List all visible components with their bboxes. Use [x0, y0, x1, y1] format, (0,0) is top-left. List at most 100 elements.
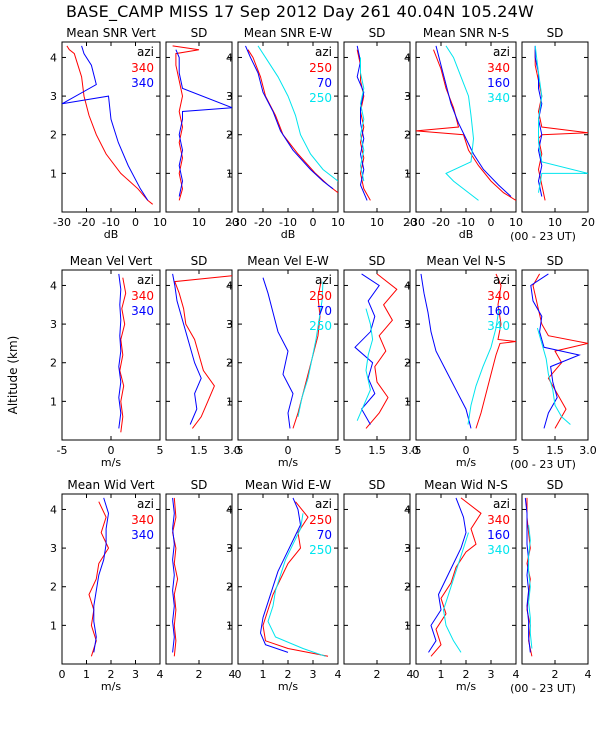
mean-vel-ns-xtick-label: 5 [513, 444, 520, 457]
sd-wid-ew-title: SD [369, 478, 386, 492]
mean-vel-ew-xtick-label: 5 [335, 444, 342, 457]
sd-snr-ew-title: SD [369, 26, 386, 40]
sd-vel-vert-title: SD [191, 254, 208, 268]
sd-wid-ns-xtick-label: 4 [585, 668, 592, 681]
mean-snr-ns-legend-blue: 160 [487, 76, 510, 90]
mean-wid-vert-title: Mean Wid Vert [67, 478, 154, 492]
mean-wid-vert-xtick-label: 4 [157, 668, 164, 681]
sd-snr-vert-title: SD [191, 26, 208, 40]
mean-vel-ns-series-cyan-340 [467, 308, 500, 425]
mean-wid-ew-xtick-label: 1 [260, 668, 267, 681]
mean-wid-ew-series-blue-70 [259, 497, 302, 653]
mean-wid-vert-legend-header: azi [137, 497, 154, 511]
mean-wid-vert-ytick-label: 2 [50, 581, 57, 594]
sd-vel-ew-series-cyan-250 [356, 308, 374, 421]
mean-wid-ns-legend-blue: 160 [487, 528, 510, 542]
mean-vel-ew-legend-cyan: 250 [309, 319, 332, 333]
mean-vel-ns-ytick-label: 3 [404, 318, 411, 331]
mean-vel-ew-legend-red: 250 [309, 289, 332, 303]
mean-snr-vert-series-blue-340 [62, 45, 149, 201]
sd-snr-ew-frame [343, 41, 411, 213]
mean-vel-ns-ytick-label: 4 [404, 279, 411, 292]
mean-wid-ew-xtick-label: 0 [235, 668, 242, 681]
sd-vel-vert-xtick-label: 1.5 [190, 444, 208, 457]
mean-wid-ns-ytick-label: 1 [404, 619, 411, 632]
sd-wid-ew-frame [343, 493, 411, 665]
mean-wid-vert-ytick-label: 1 [50, 619, 57, 632]
mean-snr-ew-xtick-label: 10 [331, 216, 345, 229]
sd-vel-ns-series-red-340 [532, 273, 588, 429]
mean-snr-ns-ytick-label: 1 [404, 167, 411, 180]
mean-vel-ns-legend-red: 340 [487, 289, 510, 303]
mean-wid-ew-title: Mean Wid E-W [245, 478, 331, 492]
mean-wid-ew-legend-red: 250 [309, 513, 332, 527]
mean-vel-ew-ytick-label: 3 [226, 318, 233, 331]
mean-snr-ew-legend-header: azi [315, 45, 332, 59]
sd-snr-vert-xtick-label: 20 [225, 216, 239, 229]
sd-vel-ew-xtick-label: 3.0 [401, 444, 419, 457]
mean-wid-ns-ytick-label: 3 [404, 542, 411, 555]
mean-wid-vert-xtick-label: 2 [108, 668, 115, 681]
mean-vel-ew-title: Mean Vel E-W [247, 254, 329, 268]
mean-wid-ns-series-cyan-340 [442, 532, 469, 653]
sd-snr-vert-xtick-label: 10 [192, 216, 206, 229]
sd-wid-vert-series-blue-340 [172, 497, 175, 653]
sd-wid-vert-title: SD [191, 478, 208, 492]
mean-snr-vert-xtick-label: 10 [153, 216, 167, 229]
mean-snr-ns-xtick-label: -20 [432, 216, 450, 229]
mean-vel-ns-title: Mean Vel N-S [426, 254, 505, 268]
mean-snr-ns-title: Mean SNR N-S [423, 26, 509, 40]
mean-wid-ew-ytick-label: 2 [226, 581, 233, 594]
mean-vel-vert-legend-red: 340 [131, 289, 154, 303]
mean-snr-ns-xlabel: dB [459, 228, 474, 241]
mean-wid-ew-series-cyan-250 [267, 513, 326, 657]
mean-snr-ns-legend-cyan: 340 [487, 91, 510, 105]
mean-snr-vert-xtick-label: 0 [132, 216, 139, 229]
sd-wid-ns-title: SD [547, 478, 564, 492]
sd-vel-ew-series-red-250 [365, 273, 398, 429]
mean-vel-ew-ytick-label: 2 [226, 357, 233, 370]
mean-snr-ew-ytick-label: 1 [226, 167, 233, 180]
mean-snr-ew-xtick-label: -30 [229, 216, 247, 229]
mean-snr-ew-series-cyan-250 [257, 45, 338, 182]
mean-wid-ew-ytick-label: 4 [226, 503, 233, 516]
mean-wid-ns-xtick-label: 3 [488, 668, 495, 681]
sd-snr-ns-xtick-label: 10 [548, 216, 562, 229]
mean-vel-ns-legend-cyan: 340 [487, 319, 510, 333]
sd-vel-ew-frame [343, 269, 411, 441]
mean-snr-vert-xlabel: dB [104, 228, 119, 241]
sd-wid-ns-xtick-label: 2 [552, 668, 559, 681]
sd-vel-ns-series-cyan-340 [536, 327, 571, 425]
mean-wid-ns-ytick-label: 2 [404, 581, 411, 594]
mean-snr-vert-ytick-label: 2 [50, 129, 57, 142]
mean-snr-ns-xtick-label: -10 [457, 216, 475, 229]
mean-vel-ew-xtick-label: 0 [285, 444, 292, 457]
sd-snr-vert-series-red-340 [172, 45, 200, 201]
sd-snr-ew-series-blue-70 [356, 45, 368, 201]
mean-vel-ew-legend-blue: 70 [317, 304, 332, 318]
mean-wid-ns-ytick-label: 4 [404, 503, 411, 516]
mean-wid-ew-legend-blue: 70 [317, 528, 332, 542]
mean-snr-ew-legend-cyan: 250 [309, 91, 332, 105]
sd-snr-ew-series-red-250 [356, 49, 371, 201]
mean-snr-ew-legend-red: 250 [309, 61, 332, 75]
sd-vel-ew-title: SD [369, 254, 386, 268]
mean-vel-vert-xlabel: m/s [101, 456, 121, 469]
mean-wid-vert-xlabel: m/s [101, 680, 121, 693]
sd-snr-ns-xtick-label: 20 [581, 216, 595, 229]
mean-wid-ew-xtick-label: 4 [335, 668, 342, 681]
mean-wid-ns-legend-cyan: 340 [487, 543, 510, 557]
mean-wid-ns-title: Mean Wid N-S [424, 478, 508, 492]
mean-vel-ew-xtick-label: -5 [233, 444, 244, 457]
sd-vel-ns-xtick-label: 1.5 [546, 444, 564, 457]
mean-wid-vert-legend-red: 340 [131, 513, 154, 527]
mean-snr-vert-ytick-label: 4 [50, 51, 57, 64]
mean-snr-ns-series-cyan-340 [445, 45, 479, 201]
mean-vel-ew-series-blue-70 [262, 277, 294, 429]
mean-snr-ns-xtick-label: 0 [488, 216, 495, 229]
time-note-row-1: (00 - 23 UT) [510, 458, 576, 471]
mean-wid-ew-ytick-label: 3 [226, 542, 233, 555]
time-note-row-0: (00 - 23 UT) [510, 230, 576, 243]
mean-wid-ns-legend-header: azi [493, 497, 510, 511]
mean-snr-ew-series-red-250 [247, 49, 338, 194]
